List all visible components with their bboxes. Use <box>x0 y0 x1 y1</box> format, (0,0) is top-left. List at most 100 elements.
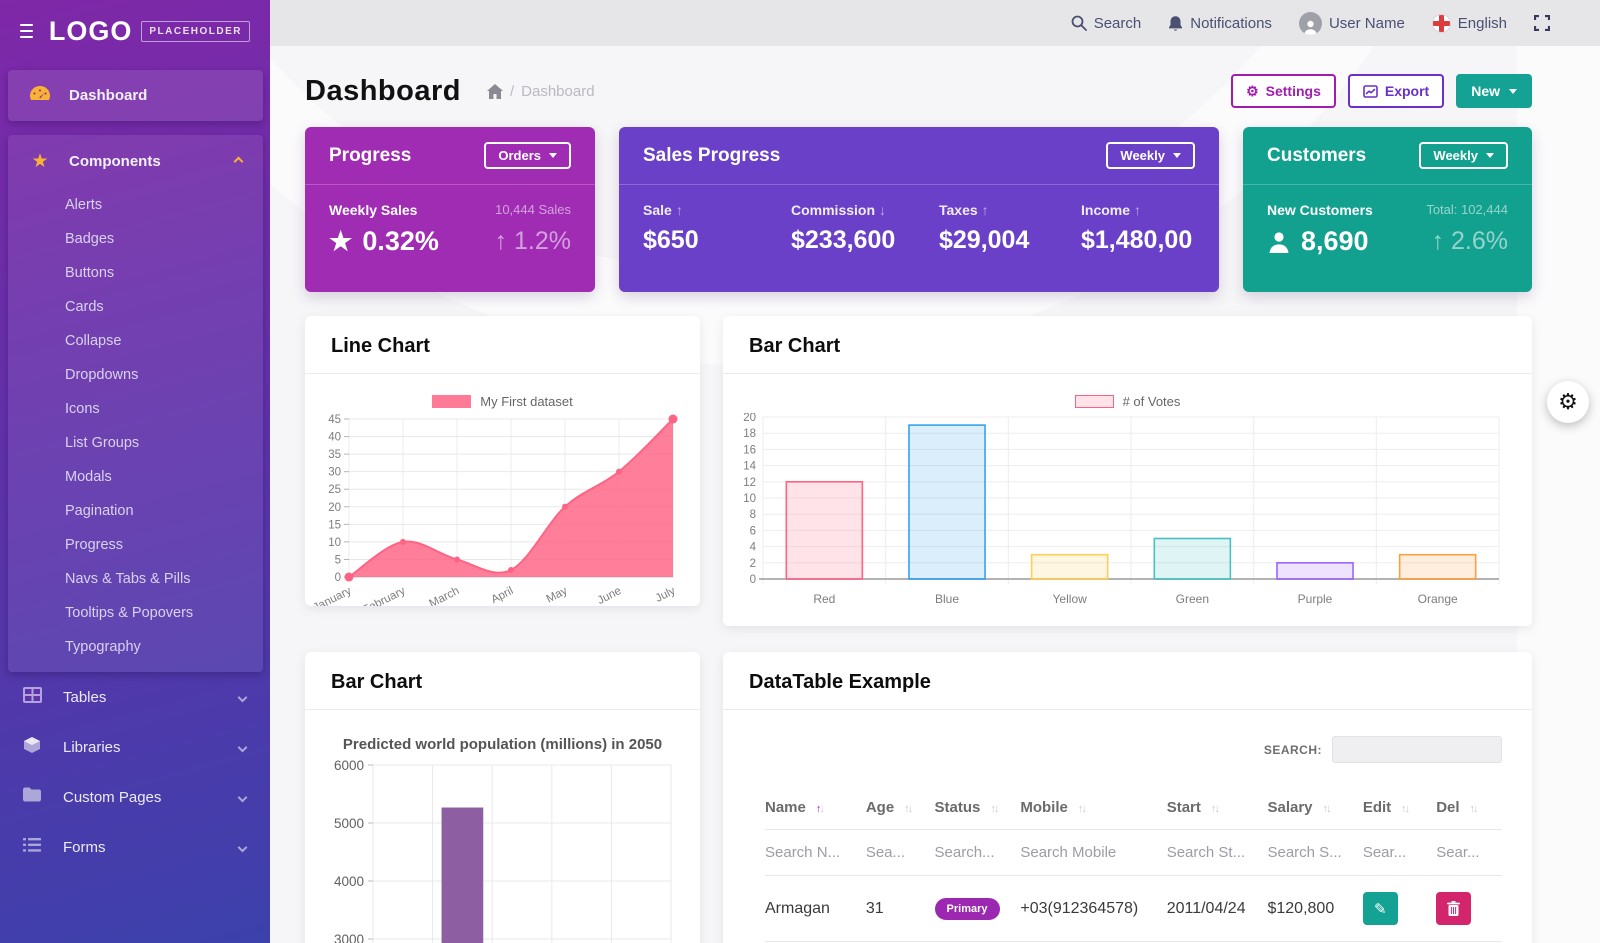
line-chart-legend[interactable]: My First dataset <box>305 394 700 409</box>
logo: LOGO <box>48 15 133 46</box>
svg-text:35: 35 <box>328 449 341 461</box>
cell-salary: $120,800 <box>1267 875 1363 942</box>
filter-cell-del[interactable]: Sear... <box>1436 829 1502 876</box>
card-title: Customers <box>1267 144 1367 166</box>
sort-icons[interactable]: ↑↓ <box>1470 803 1479 815</box>
sidebar-subitem-typography[interactable]: Typography <box>65 639 141 655</box>
filter-cell-age[interactable]: Sea... <box>865 829 935 876</box>
svg-text:March: March <box>427 585 461 606</box>
chevron-down-icon <box>237 742 248 752</box>
sidebar-item-custom-pages[interactable]: Custom Pages <box>0 772 270 822</box>
cube-icon <box>21 736 43 759</box>
sales-stat-income: Income ↑ $1,480,00 <box>1081 202 1195 255</box>
svg-text:Orange: Orange <box>1418 592 1458 606</box>
filter-cell-salary[interactable]: Search S... <box>1267 829 1363 876</box>
sort-icons[interactable]: ↑↓ <box>990 803 999 815</box>
svg-text:20: 20 <box>743 413 756 424</box>
orders-filter-button[interactable]: Orders <box>484 142 571 169</box>
sort-icons[interactable]: ↑↓ <box>1077 803 1087 815</box>
sidebar-item-tables[interactable]: Tables <box>0 672 270 722</box>
column-header-status[interactable]: Status ↑↓ <box>934 789 1021 830</box>
sidebar-item-libraries[interactable]: Libraries <box>0 722 270 772</box>
edit-button[interactable]: ✎ <box>1362 892 1398 925</box>
sidebar-item-components[interactable]: ★ Components <box>8 135 263 188</box>
sort-icons[interactable]: ↑↓ <box>816 803 825 815</box>
column-label: Age <box>865 799 895 816</box>
sidebar-subitem-badges[interactable]: Badges <box>65 231 115 247</box>
svg-text:16: 16 <box>743 444 756 456</box>
sidebar-item-forms[interactable]: Forms <box>0 822 270 872</box>
sort-icons[interactable]: ↑↓ <box>904 803 913 815</box>
stat-subvalue: ↑ 2.6% <box>1431 227 1508 255</box>
svg-text:4000: 4000 <box>334 874 364 889</box>
new-button[interactable]: New <box>1456 74 1532 108</box>
sort-icons[interactable]: ↑↓ <box>1401 803 1410 815</box>
svg-text:0: 0 <box>750 574 756 586</box>
svg-text:4: 4 <box>750 542 757 554</box>
export-button[interactable]: Export <box>1347 74 1445 108</box>
sidebar-subitem-list-groups[interactable]: List Groups <box>65 435 140 451</box>
column-label: Del <box>1436 799 1460 816</box>
topbar-search[interactable]: Search <box>1071 15 1141 32</box>
settings-fab[interactable]: ⚙ <box>1547 381 1589 423</box>
topbar-user[interactable]: User Name <box>1298 11 1405 35</box>
sidebar-subitem-dropdowns[interactable]: Dropdowns <box>65 367 139 383</box>
column-label: Name <box>765 799 806 816</box>
sidebar-subitem-cards[interactable]: Cards <box>65 299 104 315</box>
bar-red <box>785 481 864 580</box>
filter-cell-name[interactable]: Search N... <box>765 829 866 876</box>
filter-cell-start[interactable]: Search St... <box>1166 829 1268 876</box>
column-header-start[interactable]: Start ↑↓ <box>1166 789 1268 830</box>
stat-subvalue: ↑ 1.2% <box>494 227 571 255</box>
column-header-salary[interactable]: Salary ↑↓ <box>1267 789 1363 830</box>
filter-cell-edit[interactable]: Sear... <box>1362 829 1437 876</box>
status-badge: Primary <box>934 897 1000 920</box>
components-submenu: Alerts Badges Buttons Cards Collapse Dropdown… <box>8 188 263 664</box>
weekly-filter-button[interactable]: Weekly <box>1419 142 1508 169</box>
sidebar-subitem-progress[interactable]: Progress <box>65 537 124 553</box>
svg-text:Blue: Blue <box>935 592 959 606</box>
hamburger-menu-icon[interactable] <box>20 20 33 42</box>
sidebar-subitem-alerts[interactable]: Alerts <box>65 197 103 213</box>
settings-button[interactable]: ⚙ Settings <box>1231 74 1336 108</box>
table-search-input[interactable] <box>1332 736 1502 763</box>
bar-purple <box>1276 562 1354 580</box>
sort-asc-icon: ↑ <box>1077 803 1083 815</box>
delete-button[interactable] <box>1436 892 1472 925</box>
settings-button-label: Settings <box>1265 83 1321 99</box>
sidebar-subitem-icons[interactable]: Icons <box>65 401 100 417</box>
topbar-notifications[interactable]: Notifications <box>1168 15 1272 32</box>
column-header-name[interactable]: Name ↑↓ <box>765 789 866 830</box>
line-point-march <box>454 556 460 563</box>
topbar-language[interactable]: English <box>1431 13 1507 33</box>
svg-text:May: May <box>545 585 570 606</box>
sidebar-subitem-pagination[interactable]: Pagination <box>65 503 134 519</box>
sidebar-item-label: Libraries <box>63 738 121 756</box>
card-title: Sales Progress <box>643 144 781 166</box>
svg-text:Green: Green <box>1176 592 1209 606</box>
stat-sublabel: 10,444 Sales <box>495 202 571 217</box>
home-icon[interactable] <box>486 83 503 99</box>
filter-cell-mobile[interactable]: Search Mobile <box>1020 829 1167 876</box>
column-header-edit[interactable]: Edit ↑↓ <box>1362 789 1437 830</box>
sidebar-subitem-modals[interactable]: Modals <box>65 469 112 485</box>
sidebar-subitem-buttons[interactable]: Buttons <box>65 265 115 281</box>
weekly-filter-button[interactable]: Weekly <box>1106 142 1195 169</box>
sort-icons[interactable]: ↑↓ <box>1211 803 1220 815</box>
column-header-age[interactable]: Age ↑↓ <box>865 789 935 830</box>
sidebar-item-dashboard[interactable]: Dashboard <box>8 70 263 121</box>
svg-text:0: 0 <box>335 572 341 584</box>
sidebar-item-label: Components <box>69 153 161 170</box>
fullscreen-button[interactable] <box>1534 15 1550 31</box>
sidebar-group-components: ★ Components Alerts Badges Buttons Cards Col… <box>8 135 263 672</box>
filter-cell-status[interactable]: Search... <box>934 829 1021 876</box>
sort-icons[interactable]: ↑↓ <box>1323 803 1332 815</box>
sidebar-subitem-tooltips-popovers[interactable]: Tooltips & Popovers <box>65 605 194 621</box>
sidebar-subitem-collapse[interactable]: Collapse <box>65 333 122 349</box>
votes-chart-legend[interactable]: # of Votes <box>723 394 1532 409</box>
column-header-mobile[interactable]: Mobile ↑↓ <box>1020 789 1167 830</box>
column-header-del[interactable]: Del ↑↓ <box>1436 789 1502 830</box>
line-chart-panel: Line Chart My First dataset 0 5 10 15 20 25 30… <box>305 316 700 606</box>
sidebar-subitem-navs-tabs-pills[interactable]: Navs & Tabs & Pills <box>65 571 191 587</box>
data-table: Name ↑↓ Age ↑↓ Status ↑↓ Mobile ↑↓ Start ↑↓ Salary… <box>765 789 1502 942</box>
